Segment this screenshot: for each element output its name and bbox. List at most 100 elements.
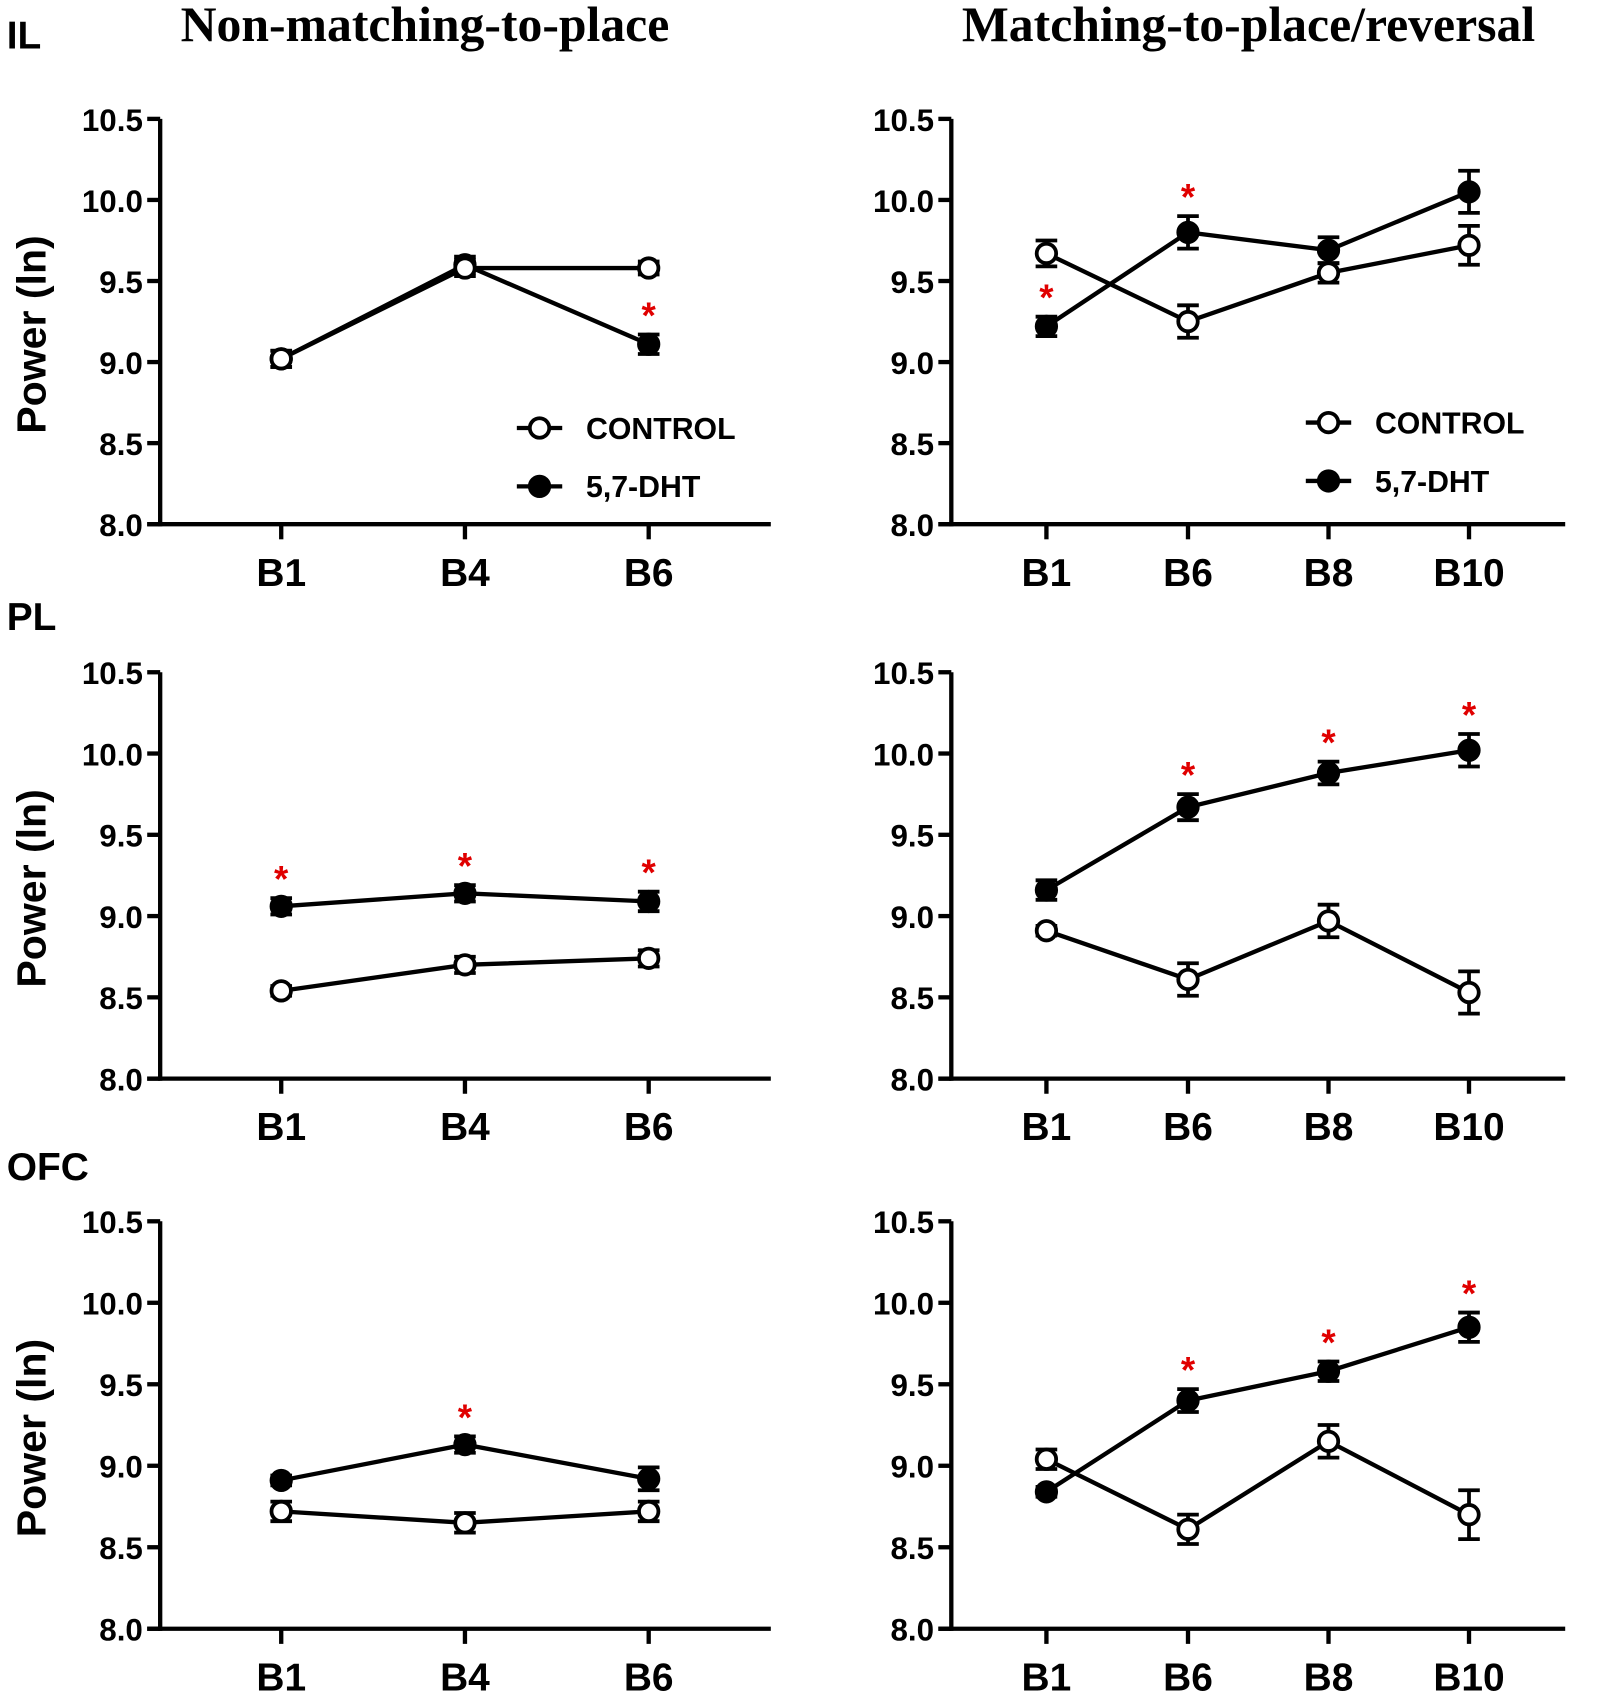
y-tick-label: 9.0 xyxy=(890,900,934,935)
row-label: PL xyxy=(7,596,57,639)
significance-star: * xyxy=(1039,277,1054,318)
y-tick-label: 9.0 xyxy=(890,346,934,381)
x-tick-label: B6 xyxy=(1163,552,1213,595)
legend-label: 5,7-DHT xyxy=(586,471,701,504)
row-label: IL xyxy=(7,15,42,58)
panel-pl-left: PL 8.0 8.5 9.0 9.5 10.0 10.5 B1 B4 B6 Power (ln) * *… xyxy=(7,596,771,1149)
x-tick-label: B4 xyxy=(440,1656,490,1699)
series-line-dht xyxy=(1045,1325,1470,1494)
y-tick-label: 9.0 xyxy=(99,900,143,935)
y-tick-label: 10.0 xyxy=(873,184,934,219)
y-tick-label: 8.5 xyxy=(99,981,143,1016)
data-point-dht xyxy=(1457,738,1481,762)
x-tick-label: B4 xyxy=(440,552,490,595)
x-tick-label: B10 xyxy=(1433,1106,1504,1149)
panel-il-right: 8.0 8.5 9.0 9.5 10.0 10.5 B1 B6 B8 B10 * * CONTROL 5,… xyxy=(873,103,1566,595)
data-point-dht xyxy=(1457,1315,1481,1339)
data-point-control xyxy=(453,256,477,280)
data-point-control xyxy=(269,979,293,1003)
significance-star: * xyxy=(1181,177,1196,218)
data-point-dht xyxy=(269,1468,293,1493)
x-tick-label: B1 xyxy=(1022,552,1072,595)
x-tick-label: B6 xyxy=(624,552,674,595)
y-tick-label: 10.5 xyxy=(873,103,934,138)
y-tick-label: 8.0 xyxy=(99,508,143,543)
y-tick-label: 10.5 xyxy=(82,656,143,691)
y-tick-label: 9.5 xyxy=(890,1368,934,1403)
data-point-control xyxy=(453,1511,477,1535)
y-tick-label: 9.5 xyxy=(99,1368,143,1403)
series-line-control xyxy=(1045,243,1470,324)
x-tick-label: B6 xyxy=(1163,1656,1213,1699)
data-point-dht xyxy=(453,1432,477,1457)
y-tick-label: 8.0 xyxy=(890,1063,934,1098)
y-tick-label: 10.5 xyxy=(82,103,143,138)
data-point-control xyxy=(1316,261,1341,285)
y-tick-label: 10.0 xyxy=(82,184,143,219)
x-tick-label: B8 xyxy=(1304,1656,1354,1699)
x-tick-label: B4 xyxy=(440,1106,490,1149)
legend-label: 5,7-DHT xyxy=(1375,466,1490,499)
x-tick-label: B1 xyxy=(1022,1656,1072,1699)
data-point-dht xyxy=(637,332,661,356)
data-point-dht xyxy=(1034,1480,1059,1504)
data-point-control xyxy=(637,256,661,280)
data-point-dht xyxy=(1176,220,1200,244)
data-point-dht xyxy=(1034,314,1059,339)
y-axis-label: Power (ln) xyxy=(9,789,55,987)
data-point-control xyxy=(1176,1517,1200,1541)
data-point-dht xyxy=(637,1467,661,1491)
x-tick-label: B10 xyxy=(1433,552,1504,595)
y-tick-label: 10.5 xyxy=(873,656,934,691)
x-tick-label: B8 xyxy=(1304,1106,1354,1149)
legend-label: CONTROL xyxy=(586,413,736,446)
panel-ofc-right: 8.0 8.5 9.0 9.5 10.0 10.5 B1 B6 B8 B10 * * * xyxy=(873,1205,1566,1699)
data-point-control xyxy=(1316,909,1341,933)
data-point-dht xyxy=(1176,1388,1200,1413)
significance-star: * xyxy=(1462,1273,1477,1314)
data-point-dht xyxy=(1316,761,1341,785)
significance-star: * xyxy=(1321,1322,1336,1363)
series-line-control xyxy=(1045,1438,1471,1532)
data-point-control xyxy=(637,1499,661,1524)
y-tick-label: 9.5 xyxy=(890,265,934,300)
panel-pl-right: 8.0 8.5 9.0 9.5 10.0 10.5 B1 B6 B8 B10 * * * xyxy=(873,656,1566,1149)
data-point-control xyxy=(637,946,661,970)
column-title-left: Non-matching-to-place xyxy=(181,0,670,52)
y-axis-label: Power (ln) xyxy=(9,1339,55,1537)
y-tick-label: 10.5 xyxy=(873,1205,934,1240)
data-point-control xyxy=(269,1499,293,1524)
y-tick-label: 8.5 xyxy=(890,427,934,462)
significance-star: * xyxy=(1321,722,1336,763)
data-point-dht xyxy=(269,894,293,918)
significance-star: * xyxy=(642,852,657,893)
data-point-dht xyxy=(1316,238,1341,262)
legend-label: CONTROL xyxy=(1375,407,1525,440)
data-point-control xyxy=(1176,309,1200,334)
significance-star: * xyxy=(642,295,657,336)
legend-marker xyxy=(1316,469,1341,493)
series-line-dht xyxy=(1045,189,1470,329)
significance-star: * xyxy=(458,846,473,887)
significance-star: * xyxy=(1181,1350,1196,1391)
x-tick-label: B6 xyxy=(624,1106,674,1149)
data-point-control xyxy=(1034,919,1059,943)
y-tick-label: 10.0 xyxy=(82,737,143,772)
data-point-dht xyxy=(453,881,477,905)
column-title-right: Matching-to-place/reversal xyxy=(962,0,1535,52)
data-point-control xyxy=(1034,241,1059,266)
significance-star: * xyxy=(1181,755,1196,796)
x-tick-label: B8 xyxy=(1304,552,1354,595)
data-point-control xyxy=(269,347,293,371)
series-line-control xyxy=(280,265,649,361)
data-point-dht xyxy=(1457,180,1481,204)
y-tick-label: 8.0 xyxy=(99,1613,143,1648)
x-tick-label: B10 xyxy=(1433,1656,1504,1699)
y-tick-label: 10.0 xyxy=(873,1287,934,1322)
y-tick-label: 8.0 xyxy=(890,1613,934,1648)
data-point-dht xyxy=(1034,878,1059,902)
data-point-control xyxy=(1176,967,1200,992)
significance-star: * xyxy=(458,1397,473,1438)
y-tick-label: 9.5 xyxy=(99,819,143,854)
